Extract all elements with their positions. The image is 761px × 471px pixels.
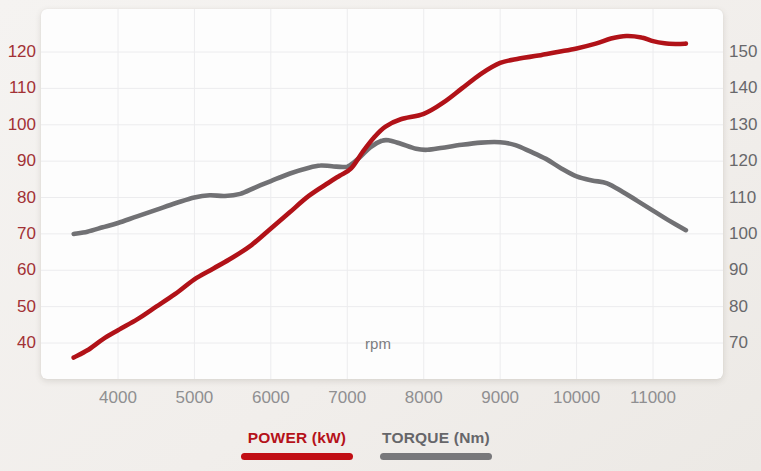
left-axis-tick-label: 120 (0, 42, 36, 62)
right-axis-tick-label: 100 (729, 224, 761, 244)
x-axis-title: rpm (353, 335, 403, 352)
right-axis-tick-label: 150 (729, 42, 761, 62)
legend-item-torque: TORQUE (Nm) (380, 429, 492, 460)
gridlines (41, 9, 723, 379)
left-axis-tick-label: 50 (0, 297, 36, 317)
legend-item-power: POWER (kW) (241, 429, 353, 460)
power-curve (74, 36, 686, 358)
right-axis-tick-label: 90 (729, 260, 761, 280)
torque-curve (74, 140, 686, 234)
legend-torque-swatch (380, 453, 492, 460)
legend-power-swatch (241, 453, 353, 460)
x-axis-tick-label: 7000 (315, 388, 379, 408)
power-torque-chart (41, 9, 723, 379)
right-axis-tick-label: 120 (729, 151, 761, 171)
left-axis-tick-label: 90 (0, 151, 36, 171)
x-axis-tick-label: 4000 (86, 388, 150, 408)
right-axis-tick-label: 140 (729, 78, 761, 98)
right-axis-tick-label: 80 (729, 297, 761, 317)
x-axis-tick-label: 8000 (392, 388, 456, 408)
left-axis-tick-label: 60 (0, 260, 36, 280)
left-axis-tick-label: 100 (0, 115, 36, 135)
right-axis-tick-label: 70 (729, 333, 761, 353)
left-axis-tick-label: 70 (0, 224, 36, 244)
x-axis-tick-label: 11000 (621, 388, 685, 408)
left-axis-tick-label: 80 (0, 188, 36, 208)
right-axis-tick-label: 110 (729, 188, 761, 208)
chart-plot-area (41, 9, 723, 379)
x-axis-tick-label: 9000 (468, 388, 532, 408)
dyno-chart-page: 120 110 100 90 80 70 60 50 40 150 140 130 120 110 100… (0, 0, 761, 471)
left-axis-tick-label: 110 (0, 78, 36, 98)
x-axis-tick-label: 10000 (545, 388, 609, 408)
right-axis-tick-label: 130 (729, 115, 761, 135)
legend-power-label: POWER (kW) (248, 429, 346, 447)
legend-torque-label: TORQUE (Nm) (382, 429, 490, 447)
legend: POWER (kW) TORQUE (Nm) (0, 429, 747, 460)
x-axis-tick-label: 6000 (239, 388, 303, 408)
left-axis-tick-label: 40 (0, 333, 36, 353)
x-axis-tick-label: 5000 (162, 388, 226, 408)
